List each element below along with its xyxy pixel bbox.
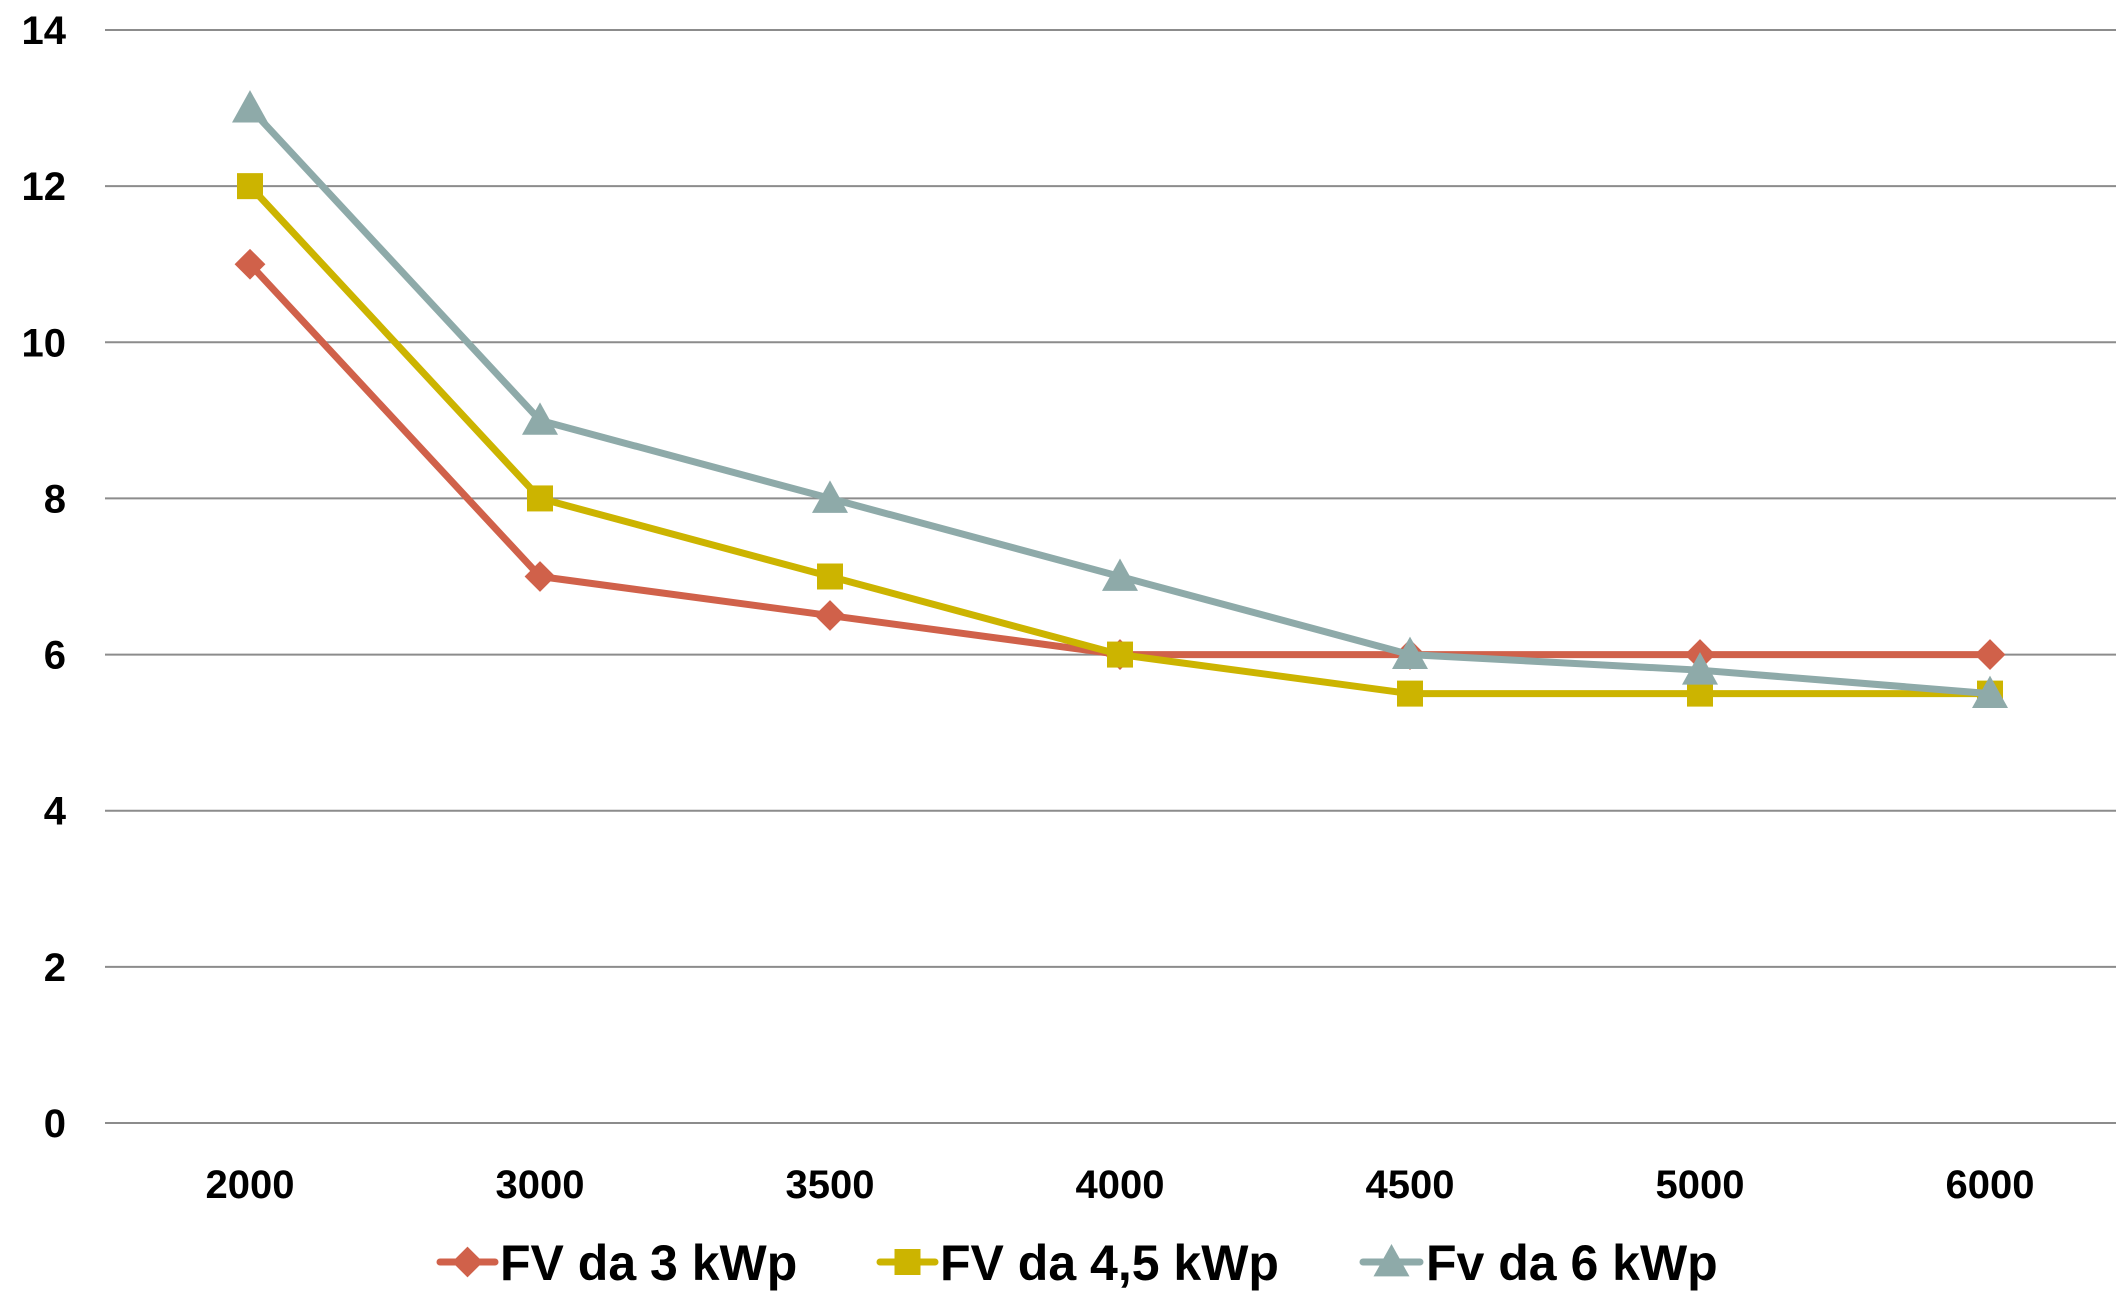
data-point <box>1682 652 1718 685</box>
x-tick-label: 4500 <box>1366 1163 1455 1207</box>
data-point <box>1102 558 1138 591</box>
series-3 <box>232 90 2008 709</box>
data-point <box>522 402 558 435</box>
legend-marker <box>452 1246 483 1278</box>
data-point <box>527 485 553 512</box>
data-point <box>524 561 556 592</box>
series-line <box>246 104 1994 698</box>
legend-marker <box>1373 1244 1410 1277</box>
y-tick-label: 6 <box>44 634 66 678</box>
series-line <box>246 182 1994 698</box>
y-axis-tick-labels: 0 2 4 6 8 10 12 14 <box>22 9 67 1146</box>
plot-series <box>232 90 2008 709</box>
y-tick-label: 14 <box>22 9 67 53</box>
data-point <box>234 248 266 280</box>
x-tick-label: 6000 <box>1946 1163 2035 1207</box>
legend: FV da 3 kWp FV da 4,5 kWp Fv da 6 kWp <box>436 1235 1718 1291</box>
data-point <box>817 563 843 590</box>
x-tick-label: 5000 <box>1656 1163 1745 1207</box>
y-tick-label: 12 <box>22 165 67 209</box>
legend-marker <box>894 1249 921 1275</box>
data-point <box>814 600 846 631</box>
data-point <box>237 173 263 200</box>
x-tick-label: 3000 <box>496 1163 585 1207</box>
legend-item: FV da 3 kWp <box>436 1235 797 1291</box>
legend-item: FV da 4,5 kWp <box>876 1235 1279 1291</box>
data-point <box>1392 636 1428 669</box>
series-line <box>246 260 1994 659</box>
legend-label: FV da 3 kWp <box>500 1235 797 1291</box>
y-tick-label: 4 <box>44 790 67 834</box>
y-tick-label: 2 <box>44 946 66 990</box>
legend-label: Fv da 6 kWp <box>1426 1235 1718 1291</box>
y-tick-label: 0 <box>44 1102 66 1146</box>
y-tick-label: 8 <box>44 477 66 521</box>
y-tick-label: 10 <box>22 321 67 365</box>
data-point <box>1107 641 1133 668</box>
data-point <box>812 480 848 513</box>
legend-item: Fv da 6 kWp <box>1359 1235 1718 1291</box>
legend-label: FV da 4,5 kWp <box>940 1235 1279 1291</box>
series-2 <box>237 173 2003 707</box>
data-point <box>1397 680 1423 707</box>
data-point <box>1687 680 1713 707</box>
gridlines <box>105 29 2116 1124</box>
data-point <box>1974 639 2006 670</box>
data-point <box>232 90 268 123</box>
data-point <box>1972 675 2008 709</box>
x-tick-label: 4000 <box>1076 1163 1165 1207</box>
x-tick-label: 3500 <box>786 1163 875 1207</box>
x-axis-tick-labels: 2000 3000 3500 4000 4500 5000 6000 <box>206 1163 2035 1207</box>
x-tick-label: 2000 <box>206 1163 295 1207</box>
